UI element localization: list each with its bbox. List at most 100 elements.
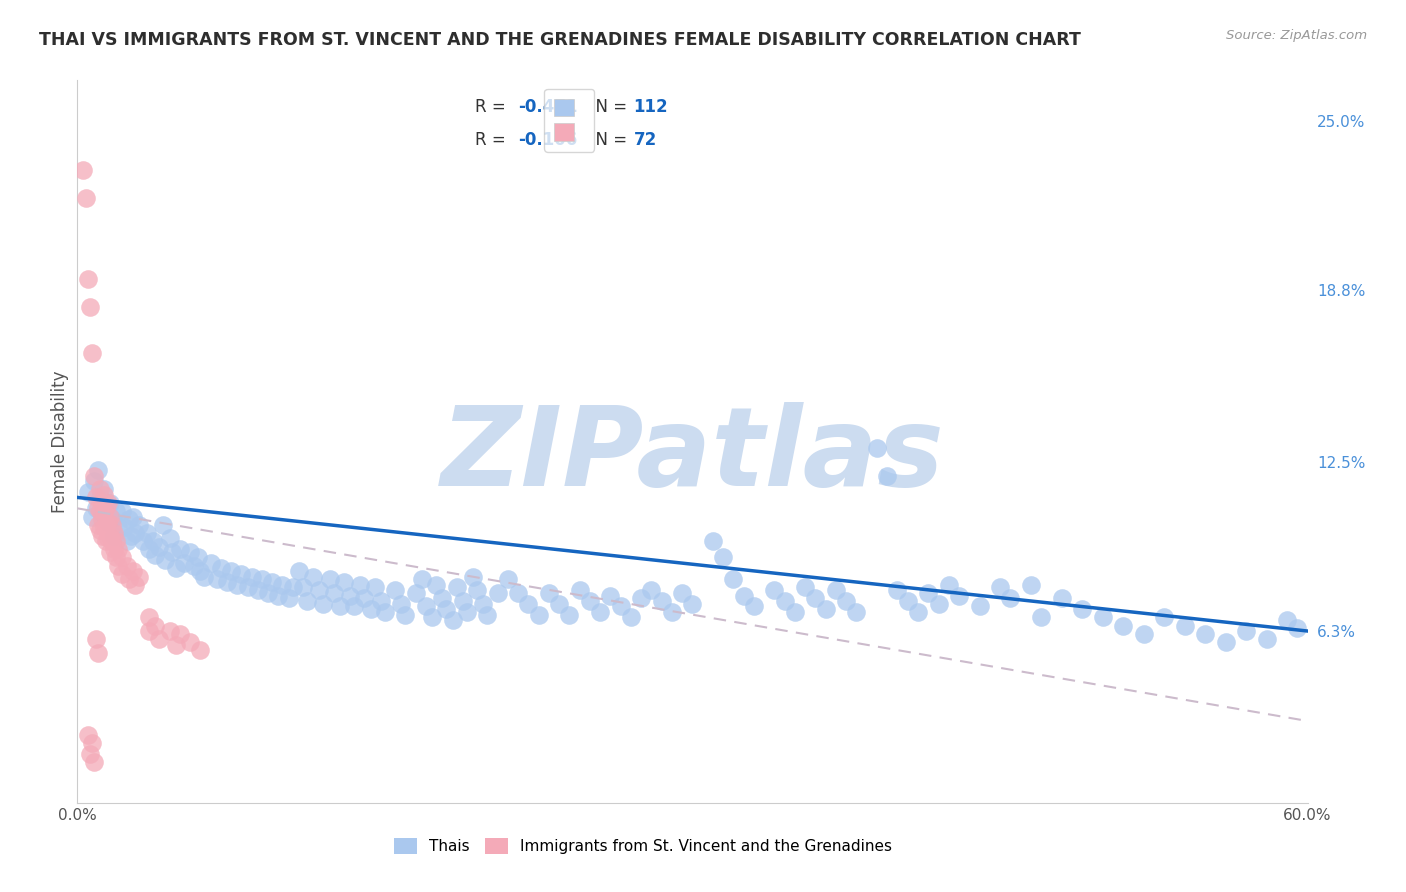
Point	[94, 501, 117, 516]
Point	[579, 594, 602, 608]
Point	[630, 591, 652, 606]
Point	[527, 607, 550, 622]
Point	[124, 577, 146, 591]
Point	[240, 569, 263, 583]
Point	[169, 626, 191, 640]
Point	[84, 501, 107, 516]
Point	[1194, 626, 1216, 640]
Point	[93, 520, 115, 534]
Point	[98, 496, 121, 510]
Point	[132, 534, 155, 549]
Point	[148, 632, 170, 647]
Point	[97, 496, 120, 510]
Point	[103, 542, 125, 557]
Point	[394, 607, 416, 622]
Point	[599, 589, 621, 603]
Point	[436, 602, 458, 616]
Point	[329, 599, 352, 614]
Point	[121, 564, 143, 578]
Point	[94, 534, 117, 549]
Point	[79, 300, 101, 314]
Text: ZIPatlas: ZIPatlas	[440, 402, 945, 509]
Point	[1174, 618, 1197, 632]
Point	[969, 599, 991, 614]
Point	[277, 591, 299, 606]
Point	[231, 566, 253, 581]
Point	[105, 504, 128, 518]
Point	[1091, 610, 1114, 624]
Point	[107, 542, 129, 557]
Point	[1275, 613, 1298, 627]
Point	[508, 586, 530, 600]
Point	[80, 346, 103, 360]
Point	[1112, 618, 1135, 632]
Point	[193, 569, 215, 583]
Point	[339, 589, 361, 603]
Point	[84, 632, 107, 647]
Point	[589, 605, 612, 619]
Point	[682, 597, 704, 611]
Point	[76, 272, 98, 286]
Point	[783, 605, 806, 619]
Point	[322, 586, 344, 600]
Text: -0.471: -0.471	[517, 98, 578, 116]
Point	[360, 602, 382, 616]
Point	[548, 597, 571, 611]
Point	[138, 624, 160, 638]
Text: Source: ZipAtlas.com: Source: ZipAtlas.com	[1226, 29, 1367, 42]
Text: 112: 112	[634, 98, 668, 116]
Point	[209, 561, 232, 575]
Point	[389, 597, 412, 611]
Point	[465, 583, 488, 598]
Point	[907, 605, 929, 619]
Point	[72, 163, 94, 178]
Point	[451, 594, 474, 608]
Point	[226, 577, 249, 591]
Point	[432, 591, 454, 606]
Point	[236, 581, 259, 595]
Legend: Thais, Immigrants from St. Vincent and the Grenadines: Thais, Immigrants from St. Vincent and t…	[388, 832, 898, 860]
Point	[517, 597, 540, 611]
Point	[187, 550, 209, 565]
Point	[262, 574, 284, 589]
Point	[702, 534, 724, 549]
Point	[835, 594, 858, 608]
Point	[814, 602, 837, 616]
Point	[87, 646, 110, 660]
Point	[173, 556, 195, 570]
Point	[866, 442, 889, 456]
Point	[711, 550, 734, 565]
Point	[94, 499, 117, 513]
Point	[183, 558, 205, 573]
Point	[115, 534, 138, 549]
Point	[250, 572, 273, 586]
Point	[160, 545, 183, 559]
Point	[169, 542, 191, 557]
Point	[114, 520, 136, 534]
Point	[98, 528, 121, 542]
Point	[89, 491, 111, 505]
Point	[291, 581, 314, 595]
Point	[165, 638, 187, 652]
Point	[620, 610, 643, 624]
Point	[288, 564, 311, 578]
Point	[89, 523, 111, 537]
Point	[138, 542, 160, 557]
Point	[219, 564, 242, 578]
Point	[446, 581, 468, 595]
Point	[1234, 624, 1257, 638]
Point	[105, 550, 128, 565]
Point	[948, 589, 970, 603]
Point	[281, 581, 304, 595]
Point	[271, 577, 294, 591]
Point	[1029, 610, 1052, 624]
Point	[1019, 577, 1042, 591]
Point	[179, 545, 201, 559]
Point	[374, 605, 396, 619]
Point	[143, 618, 166, 632]
Point	[115, 558, 138, 573]
Point	[723, 572, 745, 586]
Point	[1050, 591, 1073, 606]
Point	[152, 517, 174, 532]
Text: R =: R =	[475, 98, 510, 116]
